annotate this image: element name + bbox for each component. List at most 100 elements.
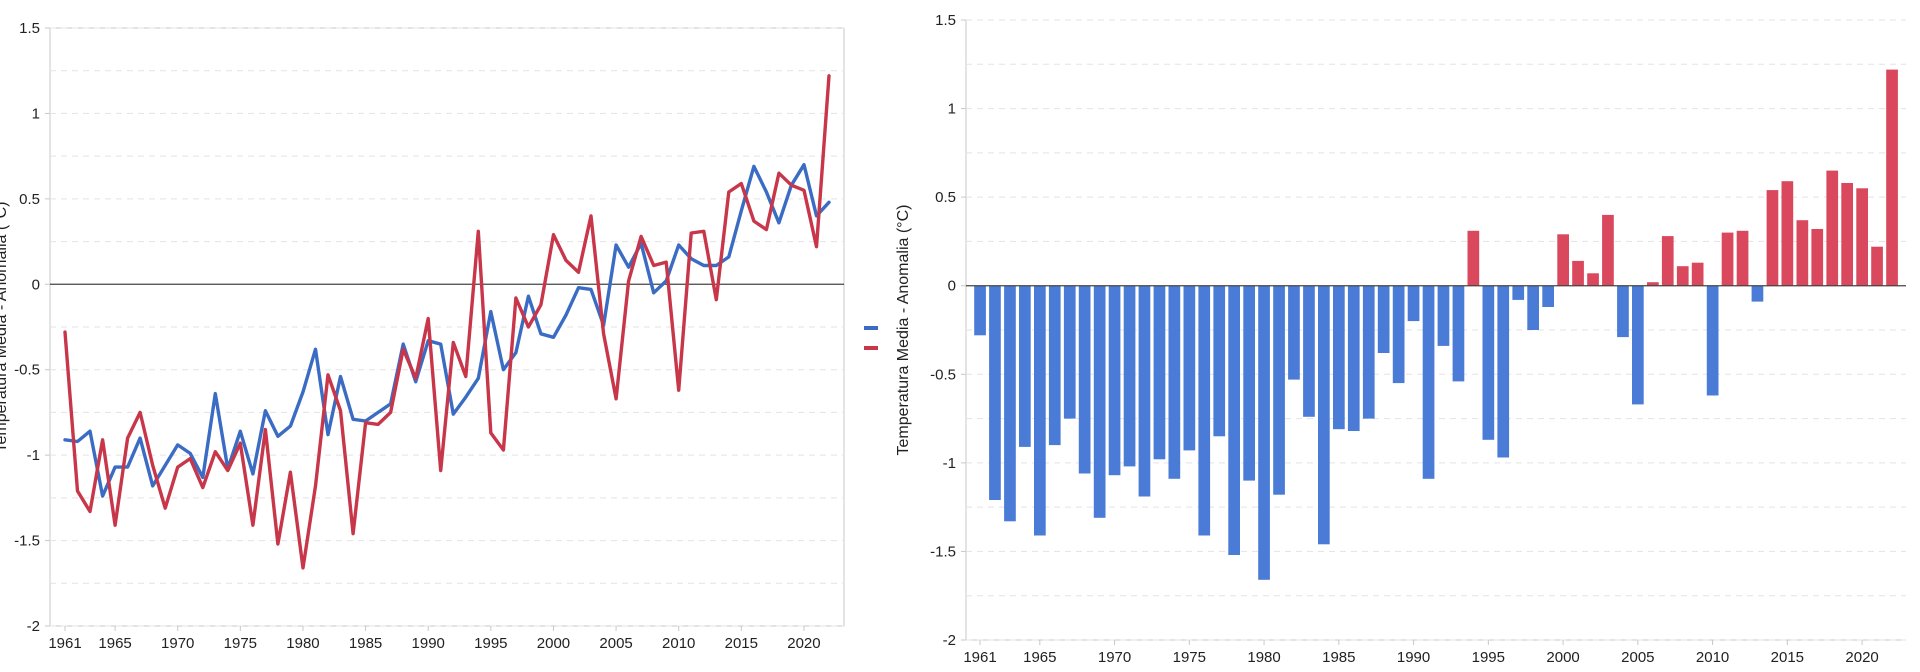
bar [1123,285,1136,467]
bar [1751,285,1764,302]
bar [1258,285,1270,580]
y-axis-label: Temperatura Media - Anomalia (°C) [895,205,912,456]
bar [1811,229,1824,286]
bar [1108,285,1121,476]
bar [1347,285,1360,431]
bar [1153,285,1166,460]
bar [1198,285,1211,536]
x-tick-label: 1985 [349,635,382,652]
bar [1886,69,1898,286]
legend-swatches [864,326,878,350]
bar [1273,285,1285,495]
series-line-red [63,74,831,570]
bar [1781,181,1794,286]
x-tick-label: 1990 [1397,649,1430,666]
bar [1168,285,1181,479]
y-tick-label: 1 [948,101,956,118]
x-tick-label: 2020 [1845,649,1878,666]
x-tick-label: 2000 [537,635,570,652]
bar [1138,285,1151,497]
x-tick-label: 1961 [48,635,81,652]
bar [1243,285,1255,481]
x-tick-label: 2020 [787,635,820,652]
bar [1034,285,1046,536]
bar [1557,234,1569,286]
bar [1452,285,1465,382]
x-tick-label: 1980 [286,635,319,652]
bar [1736,230,1749,286]
bar [1228,285,1240,555]
bar [1407,285,1420,322]
x-tick-label: 1965 [1023,649,1056,666]
bar [1647,282,1659,286]
y-tick-label: 0.5 [19,191,40,208]
y-tick-label: -1 [27,447,40,464]
y-tick-label: 0.5 [935,189,956,206]
y-tick-label: -1 [943,455,956,472]
x-tick-label: 1961 [963,649,996,666]
y-tick-label: -2 [943,632,956,649]
bar [1512,285,1525,300]
x-tick-label: 1980 [1247,649,1280,666]
bar [1527,285,1539,330]
bar [1871,246,1883,286]
bar [1706,285,1719,396]
line-chart: -2 -1.5 -1 -0.5 0 0.5 1 1.5 1961 1965 1970 1975 1980… [0,20,845,652]
bar [1093,285,1106,518]
y-tick-label: 1.5 [19,20,40,37]
bar [1617,285,1629,338]
bar [1362,285,1375,419]
y-tick-label: 0 [32,276,40,293]
bar [1497,285,1510,458]
x-tick-label: 1995 [1472,649,1505,666]
x-tick-label: 1995 [474,635,507,652]
bar [1213,285,1226,437]
y-tick-label: 1.5 [935,12,956,29]
x-tick-label: 1975 [224,635,257,652]
bar [1078,285,1091,474]
x-tick-label: 1970 [161,635,194,652]
bar [1796,220,1809,286]
y-tick-label: 0 [948,278,956,295]
x-tick-label: 1975 [1173,649,1206,666]
x-tick-label: 2015 [1771,649,1804,666]
bar [1691,262,1704,286]
bar [1063,285,1076,419]
y-tick-label: -1.5 [14,533,40,550]
y-tick-label: -0.5 [930,366,956,383]
x-tick-label: 2005 [1621,649,1654,666]
bar [1482,285,1495,440]
bar [1572,260,1584,286]
bar [1542,285,1554,307]
x-tick-label: 2000 [1546,649,1579,666]
bar [1004,285,1016,522]
bar [1019,285,1031,447]
bar [1048,285,1061,446]
y-tick-label: 1 [32,105,40,122]
bar [1318,285,1330,545]
bar [1602,214,1614,286]
bar [1826,170,1839,286]
bar [1437,285,1450,346]
x-tick-label: 1965 [98,635,131,652]
x-tick-label: 2015 [725,635,758,652]
bar [1721,232,1734,286]
x-tick-label: 2010 [662,635,695,652]
bar [1288,285,1300,380]
bar [1333,285,1345,430]
bar [1183,285,1196,451]
bar-chart: -2 -1.5 -1 -0.5 0 0.5 1 1.5 1961 1965 1970 1975 1980… [895,12,1906,666]
legend-swatch-blue [864,326,878,330]
bar [1377,285,1390,353]
series-line-blue [63,162,831,498]
bar [1676,266,1689,286]
bar [1661,236,1674,286]
bar [1303,285,1315,417]
y-tick-label: -0.5 [14,362,40,379]
bar [1467,230,1480,286]
bar [1632,285,1644,405]
bar [1856,188,1868,286]
bar [1392,285,1405,384]
x-tick-label: 1970 [1098,649,1131,666]
x-tick-label: 2005 [599,635,632,652]
